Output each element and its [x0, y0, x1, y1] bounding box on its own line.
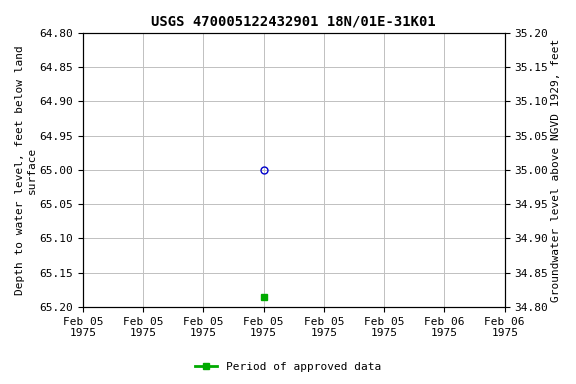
Legend: Period of approved data: Period of approved data — [191, 358, 385, 377]
Y-axis label: Groundwater level above NGVD 1929, feet: Groundwater level above NGVD 1929, feet — [551, 38, 561, 301]
Y-axis label: Depth to water level, feet below land
surface: Depth to water level, feet below land su… — [15, 45, 37, 295]
Title: USGS 470005122432901 18N/01E-31K01: USGS 470005122432901 18N/01E-31K01 — [151, 15, 436, 29]
